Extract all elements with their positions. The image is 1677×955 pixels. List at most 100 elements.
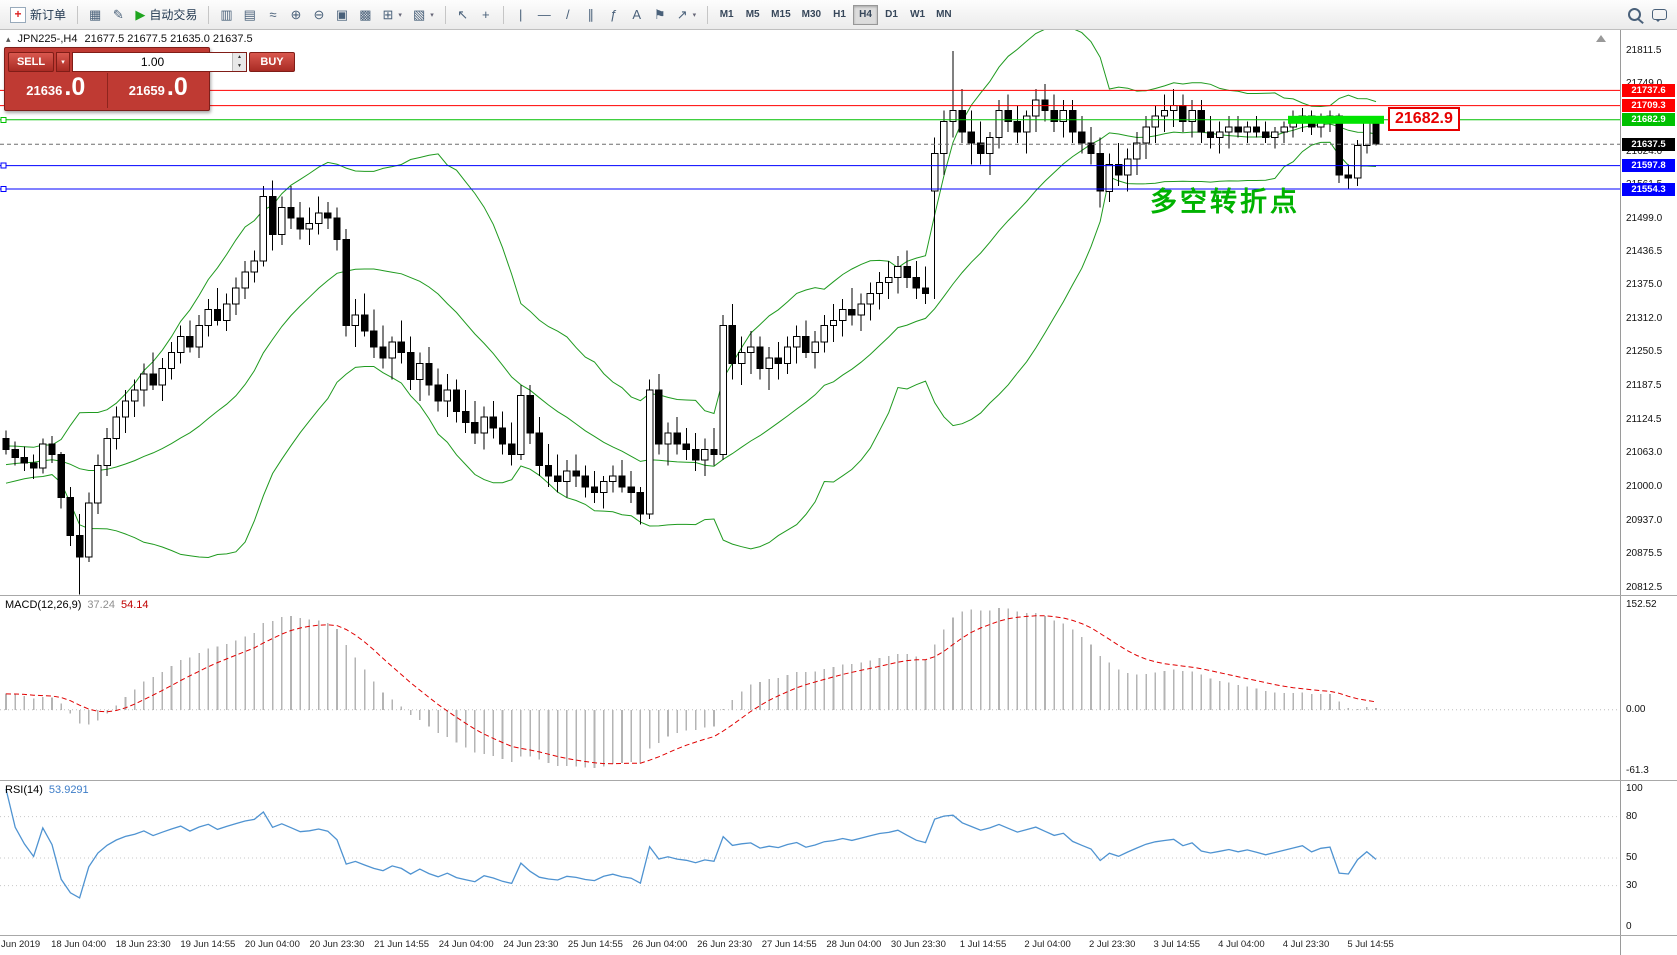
buy-price[interactable]: 21659 .0 xyxy=(106,73,210,108)
autotrading-label: 自动交易 xyxy=(149,8,198,22)
arrows-button[interactable]: ↗ ▾ xyxy=(672,4,701,26)
timeframe-M30[interactable]: M30 xyxy=(797,5,826,25)
zoom-out-button[interactable]: ⊖ xyxy=(308,4,330,26)
search-button[interactable] xyxy=(1623,4,1646,26)
toolbar-separator xyxy=(208,5,210,24)
fibonacci-button[interactable]: ƒ xyxy=(603,4,625,26)
cascade-windows-button[interactable]: ▩ xyxy=(354,4,376,26)
price-axis-label: 21063.0 xyxy=(1626,447,1663,459)
price-axis-label: 20875.5 xyxy=(1626,547,1663,559)
price-axis-label: 21000.0 xyxy=(1626,480,1663,492)
text-label-button[interactable]: ⚑ xyxy=(649,4,671,26)
sell-button[interactable]: SELL xyxy=(8,51,54,72)
time-axis-panel: 17 Jun 2019 18 Jun 04:00 18 Jun 23:30 19 Ju… xyxy=(0,935,1677,955)
candlestick-chart-button[interactable]: ▤ xyxy=(239,4,261,26)
zoom-in-icon: ⊕ xyxy=(290,7,302,22)
price-axis-label: 21375.0 xyxy=(1626,279,1663,291)
time-axis[interactable]: 17 Jun 2019 18 Jun 04:00 18 Jun 23:30 19 Ju… xyxy=(0,936,1620,955)
chevron-down-icon: ▾ xyxy=(692,11,697,19)
fibonacci-icon: ƒ xyxy=(610,7,618,22)
macd-name: MACD(12,26,9) xyxy=(5,599,82,611)
macd-panel: MACD(12,26,9) 37.24 54.14 152.52 0.00 -61.3 xyxy=(0,595,1677,780)
oneclick-collapse-icon[interactable]: ▴ xyxy=(6,33,11,44)
channel-button[interactable]: ∥ xyxy=(580,4,602,26)
horizontal-line-button[interactable]: — xyxy=(533,4,556,26)
pivot-highlight-bar xyxy=(1288,115,1384,124)
rsi-line xyxy=(5,788,1377,899)
line-chart-button[interactable]: ≈ xyxy=(262,4,284,26)
macd-histogram xyxy=(5,608,1377,768)
timeframe-MN[interactable]: MN xyxy=(931,5,957,25)
macd-svg[interactable] xyxy=(0,596,1620,780)
timeframe-H1[interactable]: H1 xyxy=(827,5,852,25)
time-axis-label: 25 Jun 14:55 xyxy=(567,939,623,950)
profiles-button[interactable]: ▧ ▾ xyxy=(408,4,439,26)
buy-button[interactable]: BUY xyxy=(249,51,295,72)
price-chart-svg[interactable] xyxy=(0,30,1620,595)
volume-up-button[interactable]: ▲ xyxy=(233,52,246,62)
profiles-icon: ▧ xyxy=(412,7,426,22)
price-axis-label: 21124.5 xyxy=(1626,414,1662,425)
zoom-in-button[interactable]: ⊕ xyxy=(285,4,307,26)
price-axis-label: 21436.5 xyxy=(1626,246,1663,258)
timeframe-M15[interactable]: M15 xyxy=(766,5,795,25)
price-tag: 21554.3 xyxy=(1622,182,1675,196)
price-axis-label: 21749.0 xyxy=(1626,78,1662,90)
bar-chart-button[interactable]: ▥ xyxy=(215,4,237,26)
timeframe-M5[interactable]: M5 xyxy=(740,5,765,25)
symbol-title: JPN225-,H4 xyxy=(17,33,78,45)
line-chart-icon: ≈ xyxy=(269,7,277,22)
tile-windows-button[interactable]: ▣ xyxy=(331,4,353,26)
chat-button[interactable] xyxy=(1647,4,1672,26)
vertical-line-icon: | xyxy=(519,7,523,22)
volume-input[interactable] xyxy=(73,52,232,71)
current-price-tag: 21637.5 xyxy=(1622,137,1675,151)
line-handle[interactable] xyxy=(0,116,7,123)
timeframe-D1[interactable]: D1 xyxy=(879,5,904,25)
rsi-svg[interactable] xyxy=(0,781,1620,935)
new-order-label: 新订单 xyxy=(30,8,67,22)
sell-price[interactable]: 21636 .0 xyxy=(5,73,107,108)
price-axis-label: 20812.5 xyxy=(1626,581,1663,593)
rsi-axis-label: 0 xyxy=(1626,921,1632,932)
toolbar-separator xyxy=(707,5,709,24)
new-order-button[interactable]: + 新订单 xyxy=(5,4,71,26)
macd-label-row: MACD(12,26,9) 37.24 54.14 xyxy=(5,599,148,611)
autotrading-button[interactable]: ▶ 自动交易 xyxy=(130,4,202,26)
macd-axis[interactable]: 152.52 0.00 -61.3 xyxy=(1620,596,1677,780)
rsi-axis[interactable]: 100 80 50 30 0 xyxy=(1620,781,1677,935)
timeframe-M1[interactable]: M1 xyxy=(714,5,739,25)
terminal-button[interactable]: ▦ xyxy=(84,4,106,26)
new-order-icon: + xyxy=(10,6,26,23)
time-axis-label: 18 Jun 23:30 xyxy=(115,939,171,950)
sell-options-dropdown[interactable]: ▾ xyxy=(56,51,70,72)
price-tag: 21597.8 xyxy=(1622,159,1675,173)
macd-axis-max: 152.52 xyxy=(1626,599,1657,610)
line-handle[interactable] xyxy=(0,186,7,192)
time-axis-corner xyxy=(1620,936,1677,955)
time-axis-label: 5 Jul 14:55 xyxy=(1347,939,1394,950)
timeframe-H4[interactable]: H4 xyxy=(853,4,879,25)
pivot-price-callout: 21682.9 xyxy=(1388,107,1460,131)
time-axis-label: 24 Jun 04:00 xyxy=(438,939,494,950)
new-chart-button[interactable]: ⊞ ▾ xyxy=(378,4,407,26)
timeframe-W1[interactable]: W1 xyxy=(905,5,930,25)
trendline-button[interactable]: / xyxy=(557,4,579,26)
new-chart-icon: ⊞ xyxy=(382,7,394,22)
price-axis[interactable]: 21811.521749.021686.521624.021561.521499… xyxy=(1620,30,1677,595)
volume-down-button[interactable]: ▼ xyxy=(233,61,246,71)
rsi-axis-label: 50 xyxy=(1626,852,1638,863)
rsi-name: RSI(14) xyxy=(5,784,43,796)
price-tag: 21709.3 xyxy=(1622,99,1675,113)
price-axis-label: 20937.0 xyxy=(1626,514,1663,526)
autoscroll-icon[interactable] xyxy=(1596,35,1606,42)
cursor-button[interactable]: ↖ xyxy=(452,4,474,26)
crosshair-button[interactable]: + xyxy=(475,4,497,26)
time-axis-label: 18 Jun 04:00 xyxy=(51,939,107,950)
metaeditor-button[interactable]: ✎ xyxy=(107,4,129,26)
chevron-down-icon: ▾ xyxy=(430,11,434,19)
text-button[interactable]: A xyxy=(626,4,648,26)
line-handle[interactable] xyxy=(0,162,7,169)
rsi-axis-label: 80 xyxy=(1626,810,1638,822)
vertical-line-button[interactable]: | xyxy=(510,4,532,26)
